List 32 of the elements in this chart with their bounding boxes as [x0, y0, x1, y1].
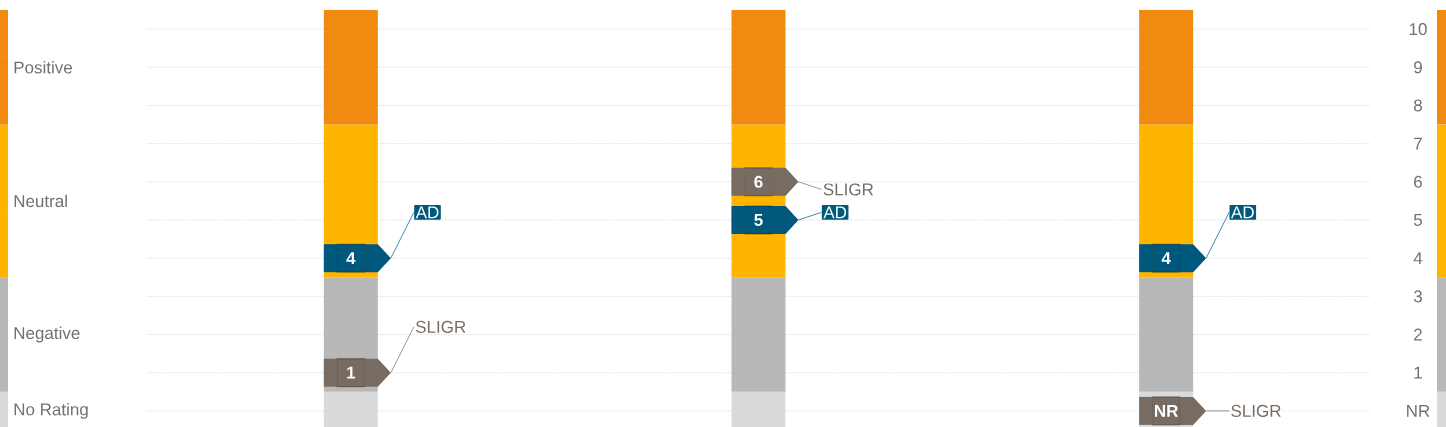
y-tick-label: 7	[1414, 137, 1422, 150]
y-tick-label: 1	[1414, 366, 1422, 379]
y-tick-label: 3	[1413, 290, 1422, 303]
legend-label: Positive	[14, 61, 72, 74]
text: AD	[415, 206, 439, 219]
y-tick-label: 10	[1409, 23, 1427, 36]
y-tick-label: 8	[1413, 99, 1422, 112]
data-label: 4	[1161, 252, 1171, 265]
y-tick-label: NR	[1407, 405, 1430, 417]
text: SLIGR	[415, 320, 466, 333]
y-tick-label: 2	[1414, 328, 1422, 341]
legend-label: Negative	[14, 326, 80, 343]
data-label: 6	[754, 175, 763, 188]
data-label: 5	[754, 214, 763, 226]
bar	[323, 9, 378, 125]
bar	[731, 9, 786, 125]
y-tick-label: 4	[1413, 252, 1423, 265]
legend-label: No Rating	[14, 402, 88, 419]
y-tick-label: 5	[1413, 214, 1422, 226]
bar	[731, 277, 786, 392]
bar	[1139, 277, 1194, 392]
text: SLIGR	[1231, 404, 1281, 417]
legend-label: AD	[823, 206, 847, 219]
bar	[1139, 9, 1194, 125]
legend-label: SLIGR	[823, 183, 874, 196]
legend-label: Neutral	[14, 194, 67, 208]
data-label: 4	[346, 252, 356, 265]
text: AD	[1231, 206, 1254, 219]
data-label: 1	[347, 366, 356, 379]
data-label: NR	[1155, 405, 1179, 417]
y-tick-label: 6	[1414, 175, 1422, 188]
y-tick-label: 9	[1414, 61, 1422, 74]
